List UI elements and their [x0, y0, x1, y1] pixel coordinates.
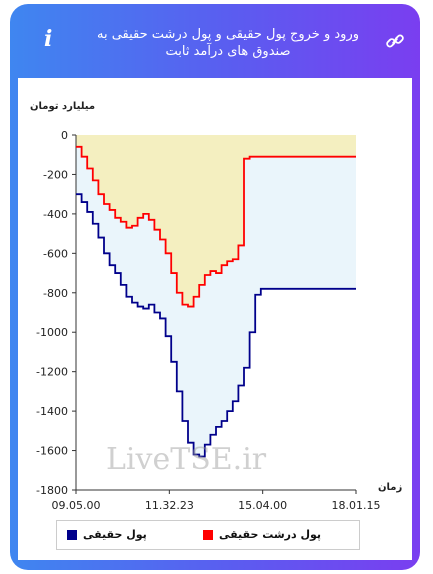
- y-tick-label: -800: [43, 287, 68, 300]
- area-fill-upper: [76, 135, 356, 307]
- y-tick-label: -400: [43, 208, 68, 221]
- watermark-text: LiveTSE.ir: [106, 442, 267, 477]
- y-tick-label: -200: [43, 168, 68, 181]
- card-header: i ورود و خروج پول حقیقی و پول درشت حقیقی…: [10, 4, 420, 78]
- area-fill-lower: [76, 146, 356, 457]
- legend-item-real-money[interactable]: پول حقیقی: [83, 528, 147, 541]
- y-tick-label: -1200: [36, 366, 68, 379]
- y-tick-label: -1600: [36, 445, 68, 458]
- y-tick-label: 0: [61, 129, 68, 142]
- chart-legend: پول حقیقی پول درشت حقیقی: [56, 520, 360, 550]
- link-icon[interactable]: [384, 30, 406, 52]
- legend-swatch-real-money: [67, 530, 77, 540]
- series-line-real-money: [76, 193, 356, 458]
- y-tick-label: -1800: [36, 484, 68, 497]
- x-axis-label: زمان: [378, 482, 403, 493]
- chart-title: ورود و خروج پول حقیقی و پول درشت حقیقی ب…: [96, 27, 359, 59]
- x-tick-label: 09.05.00: [52, 499, 101, 512]
- legend-swatch-big-real-money: [203, 530, 213, 540]
- x-tick-label: 15.04.00: [238, 499, 287, 512]
- y-axis-label: میلیارد تومان: [30, 101, 96, 112]
- legend-item-big-real-money[interactable]: پول درشت حقیقی: [219, 528, 322, 541]
- x-tick-label: 18.01.15: [332, 499, 381, 512]
- x-tick-label: 11.32.23: [145, 499, 194, 512]
- series-line-big-real-money: [76, 145, 356, 308]
- y-tick-label: -1400: [36, 405, 68, 418]
- info-icon[interactable]: i: [44, 26, 53, 52]
- y-tick-label: -1000: [36, 326, 68, 339]
- y-tick-label: -600: [43, 247, 68, 260]
